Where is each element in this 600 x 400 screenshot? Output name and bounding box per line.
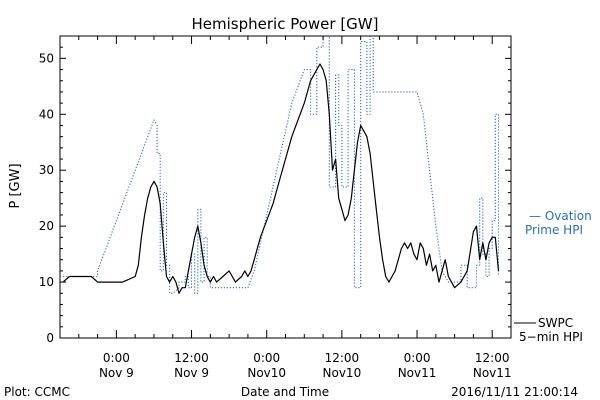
legend-ovation-line1: — Ovation <box>529 209 592 223</box>
x-tick-label-date: Nov11 <box>473 366 512 380</box>
series-line-1 <box>62 63 500 294</box>
legend-swpc-line2: 5−min HPI <box>519 330 583 344</box>
legend-ovation-line2: Prime HPI <box>525 223 583 237</box>
x-tick-label-time: 0:00 <box>253 351 280 365</box>
y-tick-label: 10 <box>39 275 54 289</box>
x-tick-label-date: Nov10 <box>247 366 286 380</box>
y-tick-label: 40 <box>39 107 54 121</box>
x-tick-label-time: 12:00 <box>325 351 360 365</box>
x-tick-label-date: Nov11 <box>398 366 437 380</box>
y-tick-label: 50 <box>39 51 54 65</box>
x-tick-label-time: 0:00 <box>404 351 431 365</box>
legend-swpc-line1: SWPC <box>538 316 573 330</box>
y-axis-label: P [GW] <box>8 163 23 208</box>
x-tick-label-time: 12:00 <box>475 351 510 365</box>
y-tick-label: 20 <box>39 219 54 233</box>
x-tick-label-date: Nov10 <box>323 366 362 380</box>
timestamp: 2016/11/11 21:00:14 <box>451 385 578 399</box>
legend-swpc: SWPC 5−min HPI <box>514 316 583 344</box>
y-tick-label: 30 <box>39 163 54 177</box>
x-tick-label-date: Nov 9 <box>99 366 134 380</box>
x-tick-label-time: 12:00 <box>174 351 209 365</box>
x-axis-label: Date and Time <box>241 385 329 399</box>
chart-title: Hemispheric Power [GW] <box>192 15 379 33</box>
plot-frame <box>59 35 512 339</box>
series-layer <box>62 35 500 294</box>
y-tick-label: 0 <box>46 331 54 345</box>
series-line-0 <box>63 35 500 294</box>
legend-ovation: — Ovation Prime HPI <box>525 209 592 237</box>
x-tick-label-date: Nov 9 <box>174 366 209 380</box>
plot-credit: Plot: CCMC <box>4 385 70 399</box>
x-tick-label-time: 0:00 <box>103 351 130 365</box>
